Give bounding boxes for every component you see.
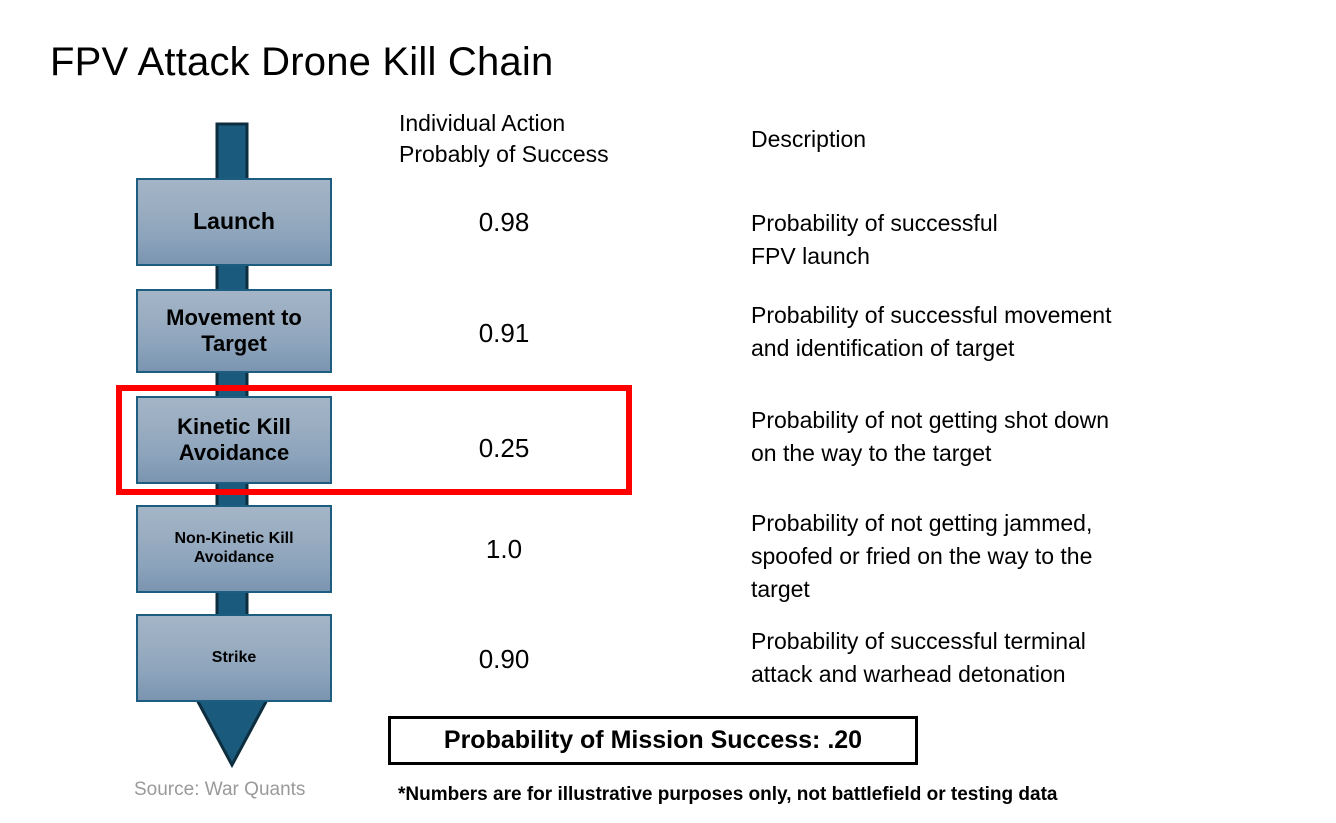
page-title: FPV Attack Drone Kill Chain	[50, 40, 554, 84]
probability-value: 0.25	[478, 433, 530, 463]
flow-step-label: Launch	[193, 208, 275, 235]
flow-step-label: Strike	[211, 648, 257, 666]
flow-step-label: Movement to Target	[166, 305, 302, 356]
flow-step-box[interactable]: Non-Kinetic Kill Avoidance	[136, 505, 332, 593]
probability-value: 0.98	[478, 207, 530, 237]
step-description: Probability of successful movement and i…	[751, 302, 1112, 361]
probability-value: 0.90	[478, 644, 530, 674]
step-description: Probability of successful FPV launch	[751, 210, 998, 269]
mission-success-callout: Probability of Mission Success: .20	[388, 716, 918, 765]
mission-success-label: Probability of Mission Success: .20	[443, 726, 863, 754]
flow-step-label: Kinetic Kill Avoidance	[177, 414, 291, 465]
source-note: Source: War Quants	[134, 779, 306, 800]
flow-step-box[interactable]: Kinetic Kill Avoidance	[136, 396, 332, 484]
flow-step-box[interactable]: Movement to Target	[136, 289, 332, 373]
probability-value: 0.91	[478, 318, 530, 348]
flow-step-box[interactable]: Strike	[136, 614, 332, 702]
column-header-description: Description	[751, 126, 867, 152]
flow-step-box[interactable]: Launch	[136, 178, 332, 266]
step-description: Probability of not getting jammed, spoof…	[751, 510, 1093, 602]
highlight-rectangle-kinetic-kill-avoidance	[116, 385, 632, 495]
step-description: Probability of not getting shot down on …	[751, 407, 1110, 466]
footnote: *Numbers are for illustrative purposes o…	[398, 784, 1058, 805]
step-description: Probability of successful terminal attac…	[751, 628, 1086, 687]
column-header-probability: Individual Action Probably of Success	[399, 110, 609, 167]
probability-value: 1.0	[485, 534, 523, 564]
flow-step-label: Non-Kinetic Kill Avoidance	[174, 530, 294, 566]
